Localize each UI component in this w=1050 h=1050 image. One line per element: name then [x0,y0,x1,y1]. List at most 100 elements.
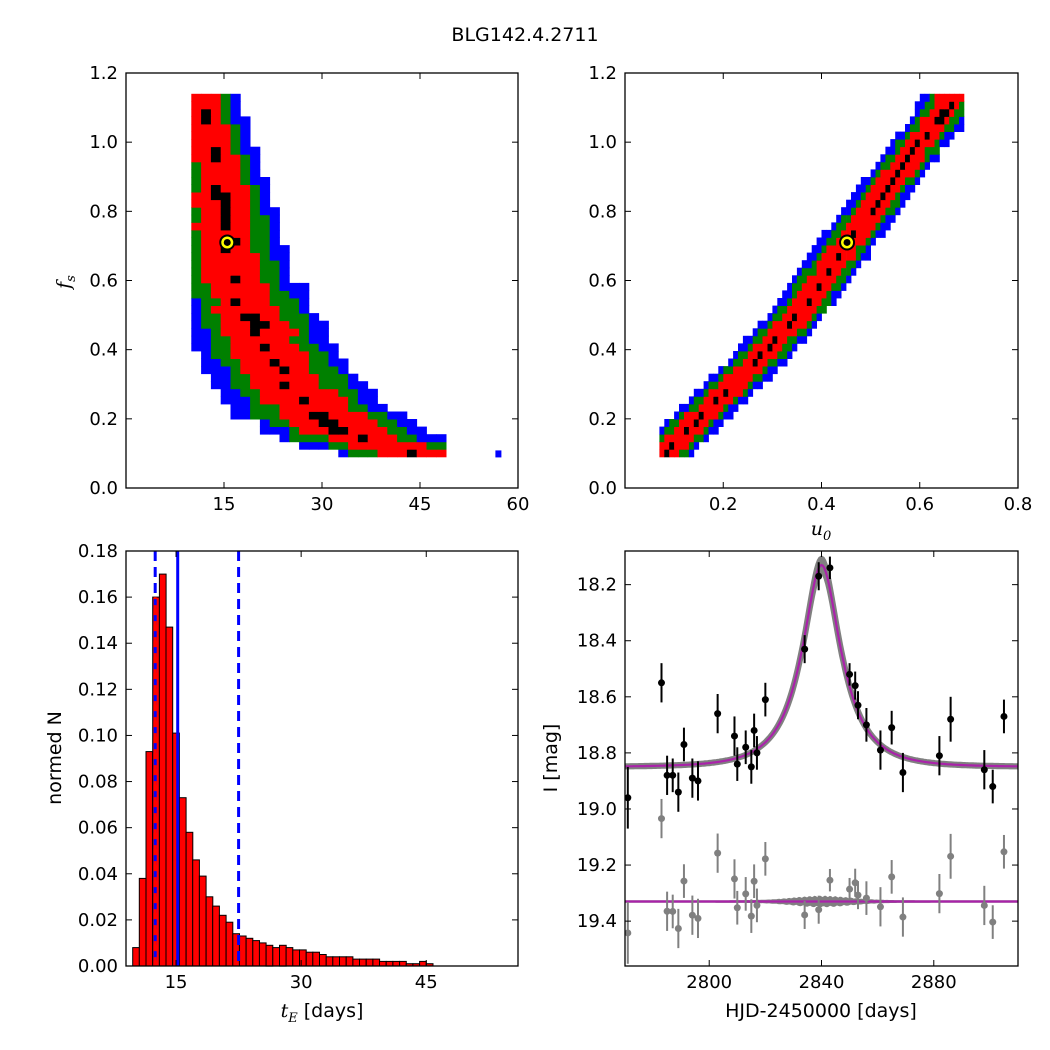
likelihood-cell [269,320,280,329]
likelihood-cell [328,403,339,412]
likelihood-cell [846,275,852,284]
likelihood-cell [816,267,822,276]
histogram-bar [272,947,280,967]
likelihood-cell [767,373,773,382]
y-tick-label: 0.18 [78,541,118,562]
likelihood-cell [269,207,280,216]
histogram-bar [345,956,354,967]
residual-point [761,855,769,863]
likelihood-cell [406,434,418,443]
likelihood-cell [318,351,329,359]
likelihood-cell [240,169,251,178]
likelihood-cell [230,101,241,110]
likelihood-cell [367,403,378,412]
likelihood-cell [890,139,896,148]
likelihood-cell [230,290,241,299]
likelihood-cell [909,184,916,193]
likelihood-cell [210,169,222,178]
likelihood-cell [772,320,778,329]
likelihood-cell [703,434,709,443]
likelihood-cell [693,411,700,420]
likelihood-cell [674,426,680,435]
likelihood-cell [865,207,871,216]
likelihood-cell [230,146,241,155]
likelihood-cell [230,252,241,261]
likelihood-cell [308,411,320,420]
likelihood-cell [230,366,241,375]
likelihood-cell [259,282,271,291]
likelihood-cell [860,199,867,208]
likelihood-cell [269,275,280,284]
likelihood-cell [821,305,827,314]
likelihood-cell [269,252,280,261]
likelihood-cell [806,275,813,284]
likelihood-cell [939,124,945,132]
likelihood-cell [919,93,926,102]
data-point [663,771,671,779]
likelihood-cells [191,93,502,458]
likelihood-cell [348,396,359,405]
likelihood-cell [742,381,749,390]
likelihood-cell [191,320,202,329]
likelihood-cell [210,282,222,291]
likelihood-cell [855,252,862,261]
residual-point [846,885,854,893]
likelihood-cell [787,320,793,329]
likelihood-cell [860,184,867,193]
likelihood-cell [772,335,778,344]
likelihood-cell [684,426,690,435]
likelihood-cell [870,214,876,223]
likelihood-cell [821,290,827,299]
likelihood-cell [723,388,729,397]
y-tick-label: 18.8 [577,743,617,764]
likelihood-cell [230,207,241,216]
likelihood-cell [406,419,418,427]
likelihood-cell [289,403,300,412]
likelihood-cell [767,313,773,322]
likelihood-cell [220,351,231,359]
likelihood-cell [230,298,241,306]
likelihood-cell [811,282,817,291]
likelihood-cell [900,192,906,201]
likelihood-cell [348,403,359,412]
likelihood-cell [240,305,251,314]
likelihood-cell [230,358,241,367]
likelihood-cell [929,146,935,155]
likelihood-cell [220,222,231,231]
likelihood-cell [191,245,202,254]
likelihood-cell [348,441,359,450]
likelihood-cell [796,275,803,284]
likelihood-cell [821,260,827,269]
likelihood-cell [279,426,290,435]
likelihood-cell [191,343,202,352]
likelihood-cell [191,161,202,170]
residual-point [714,849,722,857]
likelihood-cell [841,252,847,261]
panel-fs-vs-u0: 0.2 0.4 0.6 0.8 0.0 0.2 0.4 0.6 0.8 1.0 1.2 u0 [588,63,1032,544]
likelihood-cell [367,449,378,458]
likelihood-cell [240,396,251,405]
likelihood-cell [259,388,271,397]
likelihood-cell [191,252,202,261]
likelihood-cell [821,229,827,238]
likelihood-cell [880,192,886,201]
likelihood-cell [387,434,398,443]
histogram-bar [225,921,234,967]
histogram-bar [339,956,347,967]
likelihood-cell [240,298,251,306]
likelihood-cell [259,313,271,322]
x-tick-label: 15 [165,972,188,993]
y-tick-label: 0.2 [588,409,617,430]
likelihood-cell [669,441,675,450]
likelihood-cell [387,426,398,435]
likelihood-cell [703,403,709,412]
likelihood-cell [397,449,408,458]
likelihood-cell [934,124,940,132]
likelihood-cell [230,282,241,291]
likelihood-cell [259,177,271,185]
likelihood-cell [230,139,241,148]
likelihood-cell [279,381,290,390]
likelihood-cell [289,335,300,344]
likelihood-cell [318,441,329,450]
likelihood-cell [757,328,763,337]
